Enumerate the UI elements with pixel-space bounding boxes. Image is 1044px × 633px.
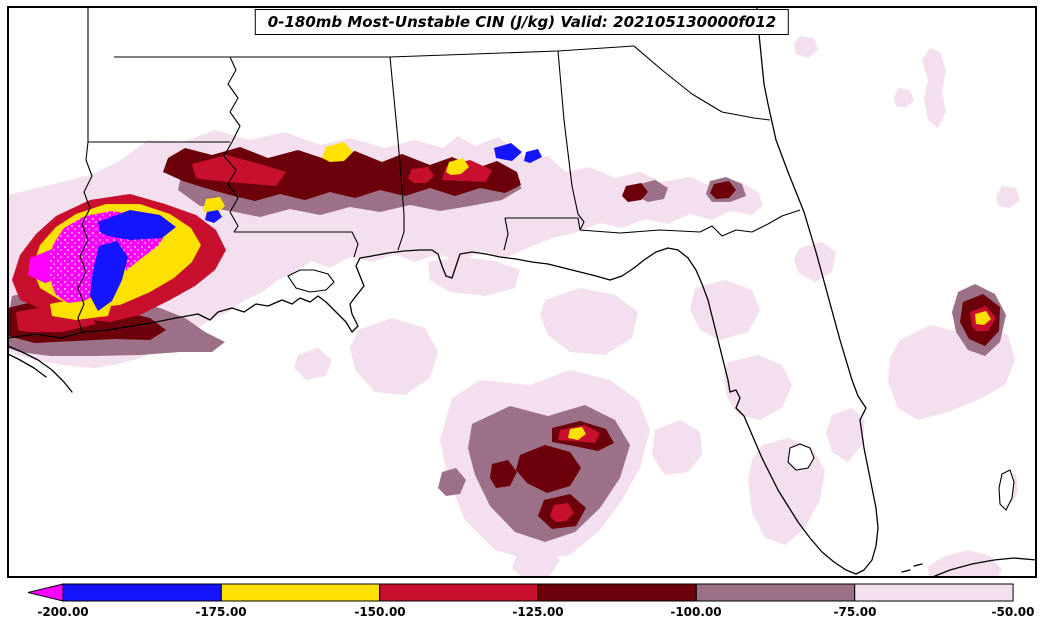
- cuba-coastline: [933, 557, 1035, 576]
- colorbar-segment: [220, 583, 381, 602]
- al-fl-border: [503, 217, 581, 251]
- geography: [9, 8, 1035, 576]
- cin-region: [205, 210, 222, 223]
- gulf-atlantic-coastline: [9, 8, 879, 575]
- cin-region: [710, 181, 736, 199]
- cin-region: [690, 280, 760, 340]
- cin-region: [490, 460, 517, 488]
- colorbar-tick-label: -125.00: [512, 605, 564, 619]
- tn-southern-border: [114, 45, 635, 58]
- ga-sc-border: [633, 45, 771, 121]
- cin-region: [428, 257, 520, 296]
- cin-region: [350, 318, 438, 395]
- colorbar-tick-label: -75.00: [833, 605, 877, 619]
- cin-region: [550, 503, 574, 522]
- cin-region: [540, 288, 638, 355]
- al-ga-border: [557, 50, 585, 231]
- colorbar-segment: [695, 583, 856, 602]
- cin-region: [794, 36, 818, 58]
- cin-region: [203, 197, 225, 214]
- cin-region: [894, 88, 914, 108]
- texas-barrier-island: [9, 353, 47, 378]
- cin-region: [512, 545, 560, 576]
- cin-region: [294, 348, 332, 380]
- colorbar-tick-label: -200.00: [37, 605, 89, 619]
- colorbar-tick-label: -50.00: [991, 605, 1035, 619]
- cin-region: [322, 142, 353, 162]
- cin-region: [494, 143, 522, 161]
- cin-region: [724, 355, 792, 420]
- cin-region: [192, 155, 286, 186]
- colorbar-tick-label: -175.00: [195, 605, 247, 619]
- cin-region: [826, 408, 865, 462]
- cin-layer-blue: [90, 143, 542, 311]
- bahamas-island: [998, 469, 1015, 511]
- lake-pontchartrain: [287, 269, 335, 293]
- cin-region: [524, 149, 542, 163]
- colorbar-segment: [537, 583, 697, 602]
- cin-region: [975, 311, 991, 325]
- cin-region: [446, 158, 469, 175]
- cin-region: [408, 167, 434, 183]
- cin-region: [516, 445, 581, 493]
- colorbar-tick-label: -150.00: [354, 605, 406, 619]
- cin-region: [568, 427, 586, 440]
- cin-region: [90, 241, 128, 311]
- colorbar-segment: [62, 583, 222, 602]
- cin-region: [928, 550, 1002, 576]
- colorbar: [27, 583, 1014, 602]
- plot-title: 0-180mb Most-Unstable CIN (J/kg) Valid: …: [254, 9, 790, 35]
- cin-region: [922, 48, 946, 128]
- cin-region: [996, 186, 1020, 208]
- state-borders: [77, 8, 801, 333]
- cin-region: [622, 183, 648, 202]
- cin-region: [748, 438, 825, 545]
- lake-okeechobee: [787, 443, 815, 471]
- ga-fl-border: [579, 209, 801, 237]
- map-frame: [7, 6, 1037, 578]
- la-ms-31n-border: [234, 231, 359, 258]
- tx-la-border: [77, 141, 93, 333]
- texas-coastline: [9, 345, 73, 393]
- colorbar-segment: [854, 583, 1014, 602]
- cin-region: [438, 468, 466, 496]
- colorbar-segment: [379, 583, 539, 602]
- cin-region: [163, 147, 521, 201]
- ms-al-border: [389, 56, 405, 251]
- cuba-cays: [901, 563, 923, 573]
- cin-region: [794, 242, 836, 282]
- colorbar-arrow: [27, 583, 64, 602]
- colorbar-tick-label: -100.00: [670, 605, 722, 619]
- cin-region: [98, 210, 176, 240]
- cin-region: [652, 420, 702, 475]
- contour-fills: [9, 36, 1020, 576]
- mississippi-river-border: [223, 56, 241, 233]
